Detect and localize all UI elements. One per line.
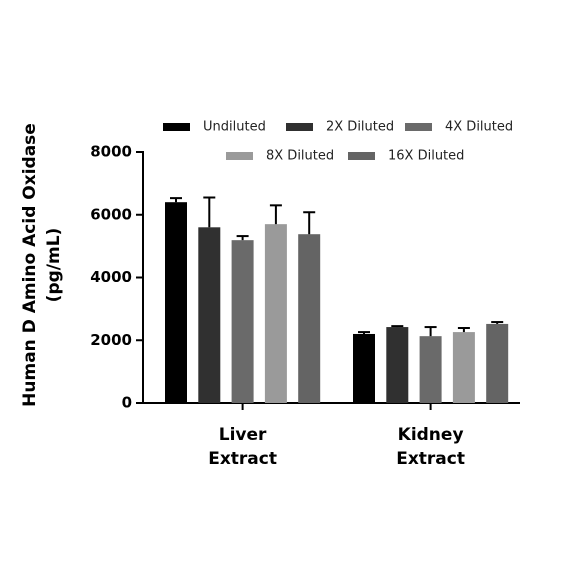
legend-swatch <box>348 152 375 160</box>
x-tick-label: Liver Extract <box>208 425 277 469</box>
error-bar <box>491 321 504 324</box>
error-bar <box>424 326 437 337</box>
bar <box>452 332 475 403</box>
x-tick-label-line: Kidney <box>398 425 464 445</box>
legend-label: 4X Diluted <box>445 120 513 135</box>
legend-swatch <box>226 152 253 160</box>
bar <box>486 323 509 403</box>
x-tick-label-line: Liver <box>219 425 267 445</box>
legend-swatch <box>405 123 432 131</box>
y-tick-label: 2000 <box>90 331 132 349</box>
y-tick-label: 6000 <box>90 205 132 223</box>
x-tick-label: Kidney Extract <box>396 425 465 469</box>
bar <box>298 234 321 403</box>
y-axis-label-line: Human D Amino Acid Oxidase <box>20 123 40 407</box>
y-tick-label: 4000 <box>90 268 132 286</box>
error-bar <box>457 327 470 333</box>
bar <box>165 202 187 403</box>
y-axis-label-line: (pg/mL) <box>44 228 64 303</box>
legend-swatch <box>286 123 313 131</box>
error-bar <box>358 331 370 334</box>
legend-label: 2X Diluted <box>326 120 394 135</box>
y-tick-label: 0 <box>122 394 132 412</box>
bar <box>386 327 409 403</box>
error-bar <box>269 204 282 225</box>
error-bar <box>391 325 404 328</box>
error-bar <box>170 197 182 203</box>
y-tick-label: 8000 <box>90 143 132 161</box>
legend-label: 16X Diluted <box>388 149 464 164</box>
y-axis-label: Human D Amino Acid Oxidase (pg/mL) <box>20 123 64 407</box>
bar <box>198 227 221 403</box>
error-bar <box>303 211 316 235</box>
bar <box>353 333 375 403</box>
bar <box>419 336 442 403</box>
error-bar <box>203 196 216 228</box>
bar <box>264 224 287 403</box>
legend-label: 8X Diluted <box>266 149 334 164</box>
bar <box>231 240 254 403</box>
error-bar <box>236 235 249 241</box>
legend-swatch <box>163 123 190 131</box>
x-tick-label-line: Extract <box>396 449 465 469</box>
legend-label: Undiluted <box>203 120 266 135</box>
x-tick-label-line: Extract <box>208 449 277 469</box>
